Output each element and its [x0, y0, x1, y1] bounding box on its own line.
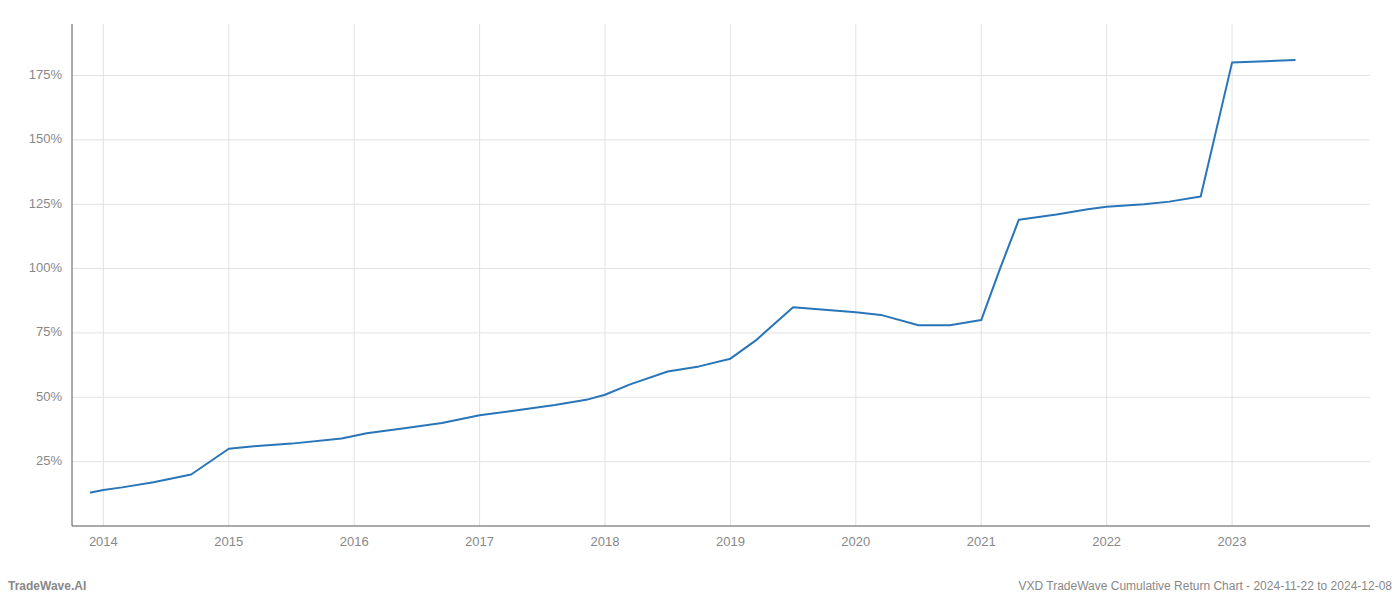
y-tick-label: 75%	[36, 324, 62, 339]
y-tick-label: 175%	[29, 67, 63, 82]
y-tick-label: 150%	[29, 131, 63, 146]
x-grid-line	[730, 24, 731, 526]
x-grid-line	[228, 24, 229, 526]
tick-labels: 25% 50% 75% 100% 125% 150% 175% 2014 2015 2016 201…	[29, 67, 1247, 549]
y-grid-line	[72, 268, 1370, 269]
page-body: {"chart_data": { "type": "line", "x": [2…	[0, 0, 1400, 600]
x-tick-label: 2019	[716, 534, 745, 549]
x-grid-line	[604, 24, 605, 526]
grid	[72, 24, 1370, 526]
y-grid-line	[72, 75, 1370, 76]
x-tick-label: 2023	[1218, 534, 1247, 549]
x-tick-label: 2020	[841, 534, 870, 549]
plot-area	[91, 60, 1295, 492]
x-grid-line	[103, 24, 104, 526]
x-tick-label: 2015	[214, 534, 243, 549]
data-line	[91, 60, 1295, 492]
x-tick-label: 2014	[89, 534, 118, 549]
y-tick-label: 50%	[36, 389, 62, 404]
y-axis-line	[72, 24, 73, 526]
y-grid-line	[72, 332, 1370, 333]
y-grid-line	[72, 139, 1370, 140]
x-tick-label: 2022	[1092, 534, 1121, 549]
x-grid-line	[855, 24, 856, 526]
x-tick-label: 2016	[340, 534, 369, 549]
page: Chart html, body { margin: 0; padding: 0…	[0, 0, 1400, 600]
y-grid-line	[72, 461, 1370, 462]
x-grid-line	[479, 24, 480, 526]
chart: 25% 50% 75% 100% 125% 150% 175% 2014 2015 2016 201…	[0, 0, 1400, 600]
y-tick-label: 100%	[29, 260, 63, 275]
y-grid-line	[72, 397, 1370, 398]
y-tick-label: 25%	[36, 453, 62, 468]
y-grid-line	[72, 204, 1370, 205]
x-tick-label: 2018	[591, 534, 620, 549]
x-tick-label: 2017	[465, 534, 494, 549]
x-tick-label: 2021	[967, 534, 996, 549]
x-grid-line	[1106, 24, 1107, 526]
footer-annotation: VXD TradeWave Cumulative Return Chart - …	[1018, 579, 1392, 593]
footer-annotation: TradeWave.AI	[8, 579, 86, 593]
x-grid-line	[981, 24, 982, 526]
x-grid-line	[354, 24, 355, 526]
x-axis-line	[72, 526, 1370, 527]
x-grid-line	[1232, 24, 1233, 526]
y-tick-label: 125%	[29, 196, 63, 211]
